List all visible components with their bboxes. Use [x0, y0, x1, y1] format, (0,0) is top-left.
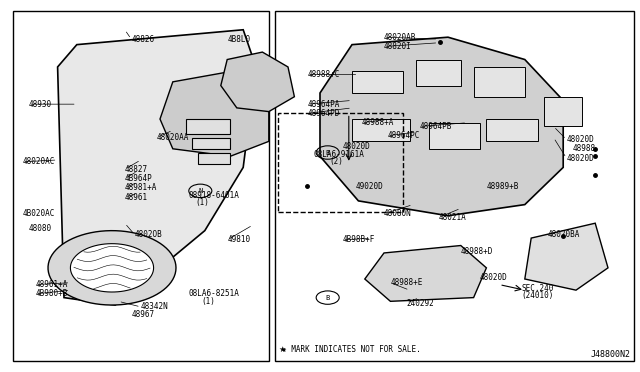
Bar	[192, 138, 230, 149]
Text: (1): (1)	[202, 297, 216, 306]
Bar	[275, 11, 634, 361]
Text: SEC.240: SEC.240	[522, 284, 554, 293]
Text: 48989+B: 48989+B	[486, 182, 519, 190]
Text: 48981+A: 48981+A	[125, 183, 157, 192]
Text: ★: ★	[278, 345, 286, 354]
Text: 48827: 48827	[125, 165, 148, 174]
Polygon shape	[221, 52, 294, 112]
Bar	[198, 153, 230, 164]
Text: 48961+A: 48961+A	[35, 280, 68, 289]
Text: 48020D: 48020D	[566, 135, 594, 144]
Bar	[486, 119, 538, 141]
Text: 48020AB: 48020AB	[384, 33, 417, 42]
Bar	[416, 60, 461, 86]
Text: B: B	[326, 295, 330, 301]
Text: 4B980+B: 4B980+B	[35, 289, 68, 298]
Text: 48020D: 48020D	[342, 142, 370, 151]
Bar	[352, 71, 403, 93]
Text: (1): (1)	[195, 198, 209, 207]
Bar	[474, 67, 525, 97]
Bar	[429, 123, 480, 149]
Text: 48826: 48826	[131, 35, 154, 44]
Polygon shape	[525, 223, 608, 290]
Text: 4B020AC: 4B020AC	[22, 209, 55, 218]
Text: 48964PB: 48964PB	[419, 122, 452, 131]
Text: 48020AA: 48020AA	[157, 133, 189, 142]
Text: 4B964P: 4B964P	[125, 174, 152, 183]
Bar	[352, 119, 410, 141]
Polygon shape	[70, 244, 154, 292]
Text: 48988+D: 48988+D	[461, 247, 493, 256]
Text: 48020AC: 48020AC	[22, 157, 55, 166]
Text: 48988+E: 48988+E	[390, 278, 423, 287]
Text: 240292: 240292	[406, 299, 434, 308]
Text: 48820I: 48820I	[384, 42, 412, 51]
Bar	[544, 97, 582, 126]
Text: 48988+A: 48988+A	[362, 118, 394, 127]
Text: 48080N: 48080N	[384, 209, 412, 218]
Text: B: B	[326, 150, 330, 155]
Text: 48964PD: 48964PD	[307, 109, 340, 118]
Text: (24010): (24010)	[522, 291, 554, 300]
Text: 48342N: 48342N	[141, 302, 168, 311]
Text: 49810: 49810	[227, 235, 250, 244]
Text: 08LA6-8251A: 08LA6-8251A	[189, 289, 239, 298]
Bar	[186, 119, 230, 134]
Text: 48930: 48930	[29, 100, 52, 109]
Text: 4802OB: 4802OB	[134, 230, 162, 239]
Text: 4B8L0: 4B8L0	[227, 35, 250, 44]
Text: 48964PC: 48964PC	[387, 131, 420, 140]
Text: 08918-6401A: 08918-6401A	[189, 191, 239, 200]
Bar	[13, 11, 269, 361]
Text: 48021A: 48021A	[438, 213, 466, 222]
Text: 48020BA: 48020BA	[547, 230, 580, 239]
Polygon shape	[320, 37, 563, 216]
Polygon shape	[58, 30, 256, 305]
Text: 48961: 48961	[125, 193, 148, 202]
Text: 48988: 48988	[573, 144, 596, 153]
Text: 08LA6-9161A: 08LA6-9161A	[314, 150, 364, 159]
Text: 48080: 48080	[29, 224, 52, 233]
Text: 48967: 48967	[131, 310, 154, 319]
Text: J48800N2: J48800N2	[590, 350, 630, 359]
Polygon shape	[160, 67, 269, 156]
Text: (2): (2)	[330, 157, 344, 166]
Bar	[278, 113, 403, 212]
Text: 48020D: 48020D	[480, 273, 508, 282]
Polygon shape	[365, 246, 486, 301]
Text: 4B98B+F: 4B98B+F	[342, 235, 375, 244]
Text: N: N	[198, 188, 202, 194]
Text: 48020D: 48020D	[566, 154, 594, 163]
Text: 48964PA: 48964PA	[307, 100, 340, 109]
Text: 49020D: 49020D	[355, 182, 383, 190]
Text: 48988+C: 48988+C	[307, 70, 340, 79]
Text: ★ MARK INDICATES NOT FOR SALE.: ★ MARK INDICATES NOT FOR SALE.	[282, 345, 420, 354]
Polygon shape	[48, 231, 176, 305]
